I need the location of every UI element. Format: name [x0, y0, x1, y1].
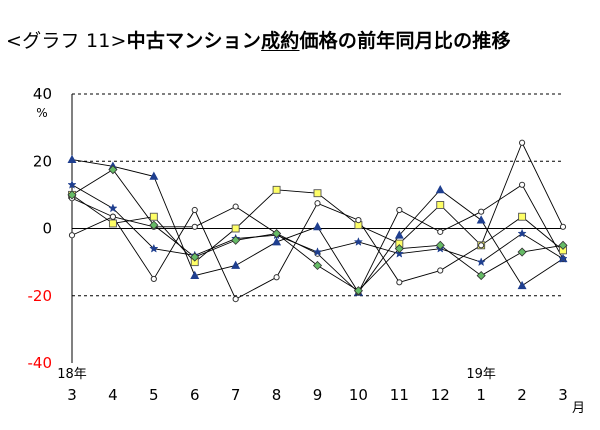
- data-point-circle: [232, 296, 239, 303]
- x-tick-label: 7: [231, 386, 241, 404]
- x-tick-label: 8: [272, 386, 282, 404]
- x-tick-label: 12: [431, 386, 450, 404]
- data-point-circle: [109, 213, 117, 220]
- title-prefix: <グラフ 11>: [6, 30, 127, 52]
- y-tick-label: -40: [28, 354, 53, 372]
- y-tick-label: 0: [42, 220, 52, 238]
- x-tick-label: 4: [108, 386, 118, 404]
- data-point-star: [67, 179, 77, 189]
- data-point-diamond: [558, 240, 568, 250]
- data-point-triangle: [435, 184, 445, 194]
- data-point-circle: [478, 208, 485, 215]
- data-point-circle: [437, 228, 444, 235]
- data-point-square: [108, 219, 117, 228]
- data-point-circle: [518, 139, 526, 146]
- x-tick-label: 6: [190, 386, 200, 404]
- y-tick-label: 20: [33, 152, 52, 170]
- data-point-square: [149, 212, 158, 221]
- x-tick-label: 9: [313, 386, 323, 404]
- title-part2: 価格の前年同月比の推移: [299, 30, 511, 52]
- data-point-triangle: [190, 270, 200, 279]
- data-point-triangle: [517, 280, 527, 290]
- x-tick-label: 2: [517, 386, 527, 404]
- data-point-diamond: [394, 244, 404, 254]
- title-part1: 中古マンション: [126, 30, 262, 52]
- data-point-triangle: [313, 221, 322, 231]
- data-point-diamond: [476, 271, 486, 281]
- data-point-circle: [396, 279, 403, 286]
- data-point-square: [313, 189, 322, 198]
- chart-title: <グラフ 11>中古マンション成約価格の前年同月比の推移: [6, 26, 511, 53]
- data-point-star: [558, 253, 568, 263]
- data-point-circle: [68, 232, 76, 239]
- x-tick-label: 10: [349, 386, 368, 404]
- data-point-circle: [150, 275, 157, 283]
- y-tick-label: -20: [28, 287, 53, 305]
- data-point-circle: [559, 223, 567, 230]
- series-line-3: [71, 141, 564, 300]
- data-point-triangle: [231, 260, 241, 269]
- data-point-diamond: [108, 165, 118, 175]
- x-tick-label: 11: [390, 386, 409, 404]
- x-tick-label: 3: [67, 386, 77, 404]
- data-point-triangle: [149, 171, 159, 180]
- data-point-star: [312, 247, 323, 257]
- x-tick-label: 5: [149, 386, 159, 404]
- year-label: 19年: [466, 367, 496, 382]
- data-point-star: [149, 243, 159, 253]
- data-point-square: [518, 212, 527, 221]
- data-point-circle: [273, 274, 280, 281]
- data-point-star: [108, 203, 118, 213]
- data-point-circle: [396, 206, 403, 214]
- data-point-square: [231, 224, 240, 233]
- data-point-diamond: [517, 247, 527, 257]
- data-point-diamond: [149, 220, 159, 230]
- data-point-circle: [518, 181, 526, 188]
- data-point-diamond: [231, 235, 241, 245]
- data-point-circle: [232, 203, 239, 210]
- data-point-diamond: [190, 252, 200, 262]
- data-point-circle: [355, 216, 362, 224]
- data-point-diamond: [353, 286, 363, 296]
- data-point-star: [394, 248, 404, 258]
- data-point-square: [272, 185, 281, 194]
- data-point-diamond: [312, 260, 323, 271]
- data-point-diamond: [67, 190, 77, 200]
- x-tick-label: 3: [558, 386, 568, 404]
- data-point-triangle: [67, 154, 77, 163]
- data-point-diamond: [272, 228, 282, 239]
- y-unit-label: %: [36, 106, 47, 120]
- data-point-circle: [191, 206, 198, 214]
- x-tick-label: 1: [476, 386, 486, 404]
- data-point-circle: [478, 242, 485, 249]
- data-point-triangle: [394, 230, 404, 239]
- data-point-star: [353, 237, 364, 246]
- data-point-triangle: [272, 237, 282, 246]
- year-label: 18年: [57, 367, 87, 382]
- data-point-circle: [191, 223, 198, 230]
- data-point-diamond: [435, 240, 445, 250]
- y-tick-label: 40: [33, 85, 52, 103]
- data-point-triangle: [476, 215, 486, 224]
- data-point-star: [517, 228, 527, 238]
- data-point-circle: [437, 267, 444, 274]
- title-underlined: 成約: [261, 30, 300, 52]
- data-point-square: [436, 201, 445, 209]
- data-point-circle: [314, 200, 321, 207]
- data-point-star: [476, 257, 486, 267]
- x-unit-label: 月: [572, 401, 585, 416]
